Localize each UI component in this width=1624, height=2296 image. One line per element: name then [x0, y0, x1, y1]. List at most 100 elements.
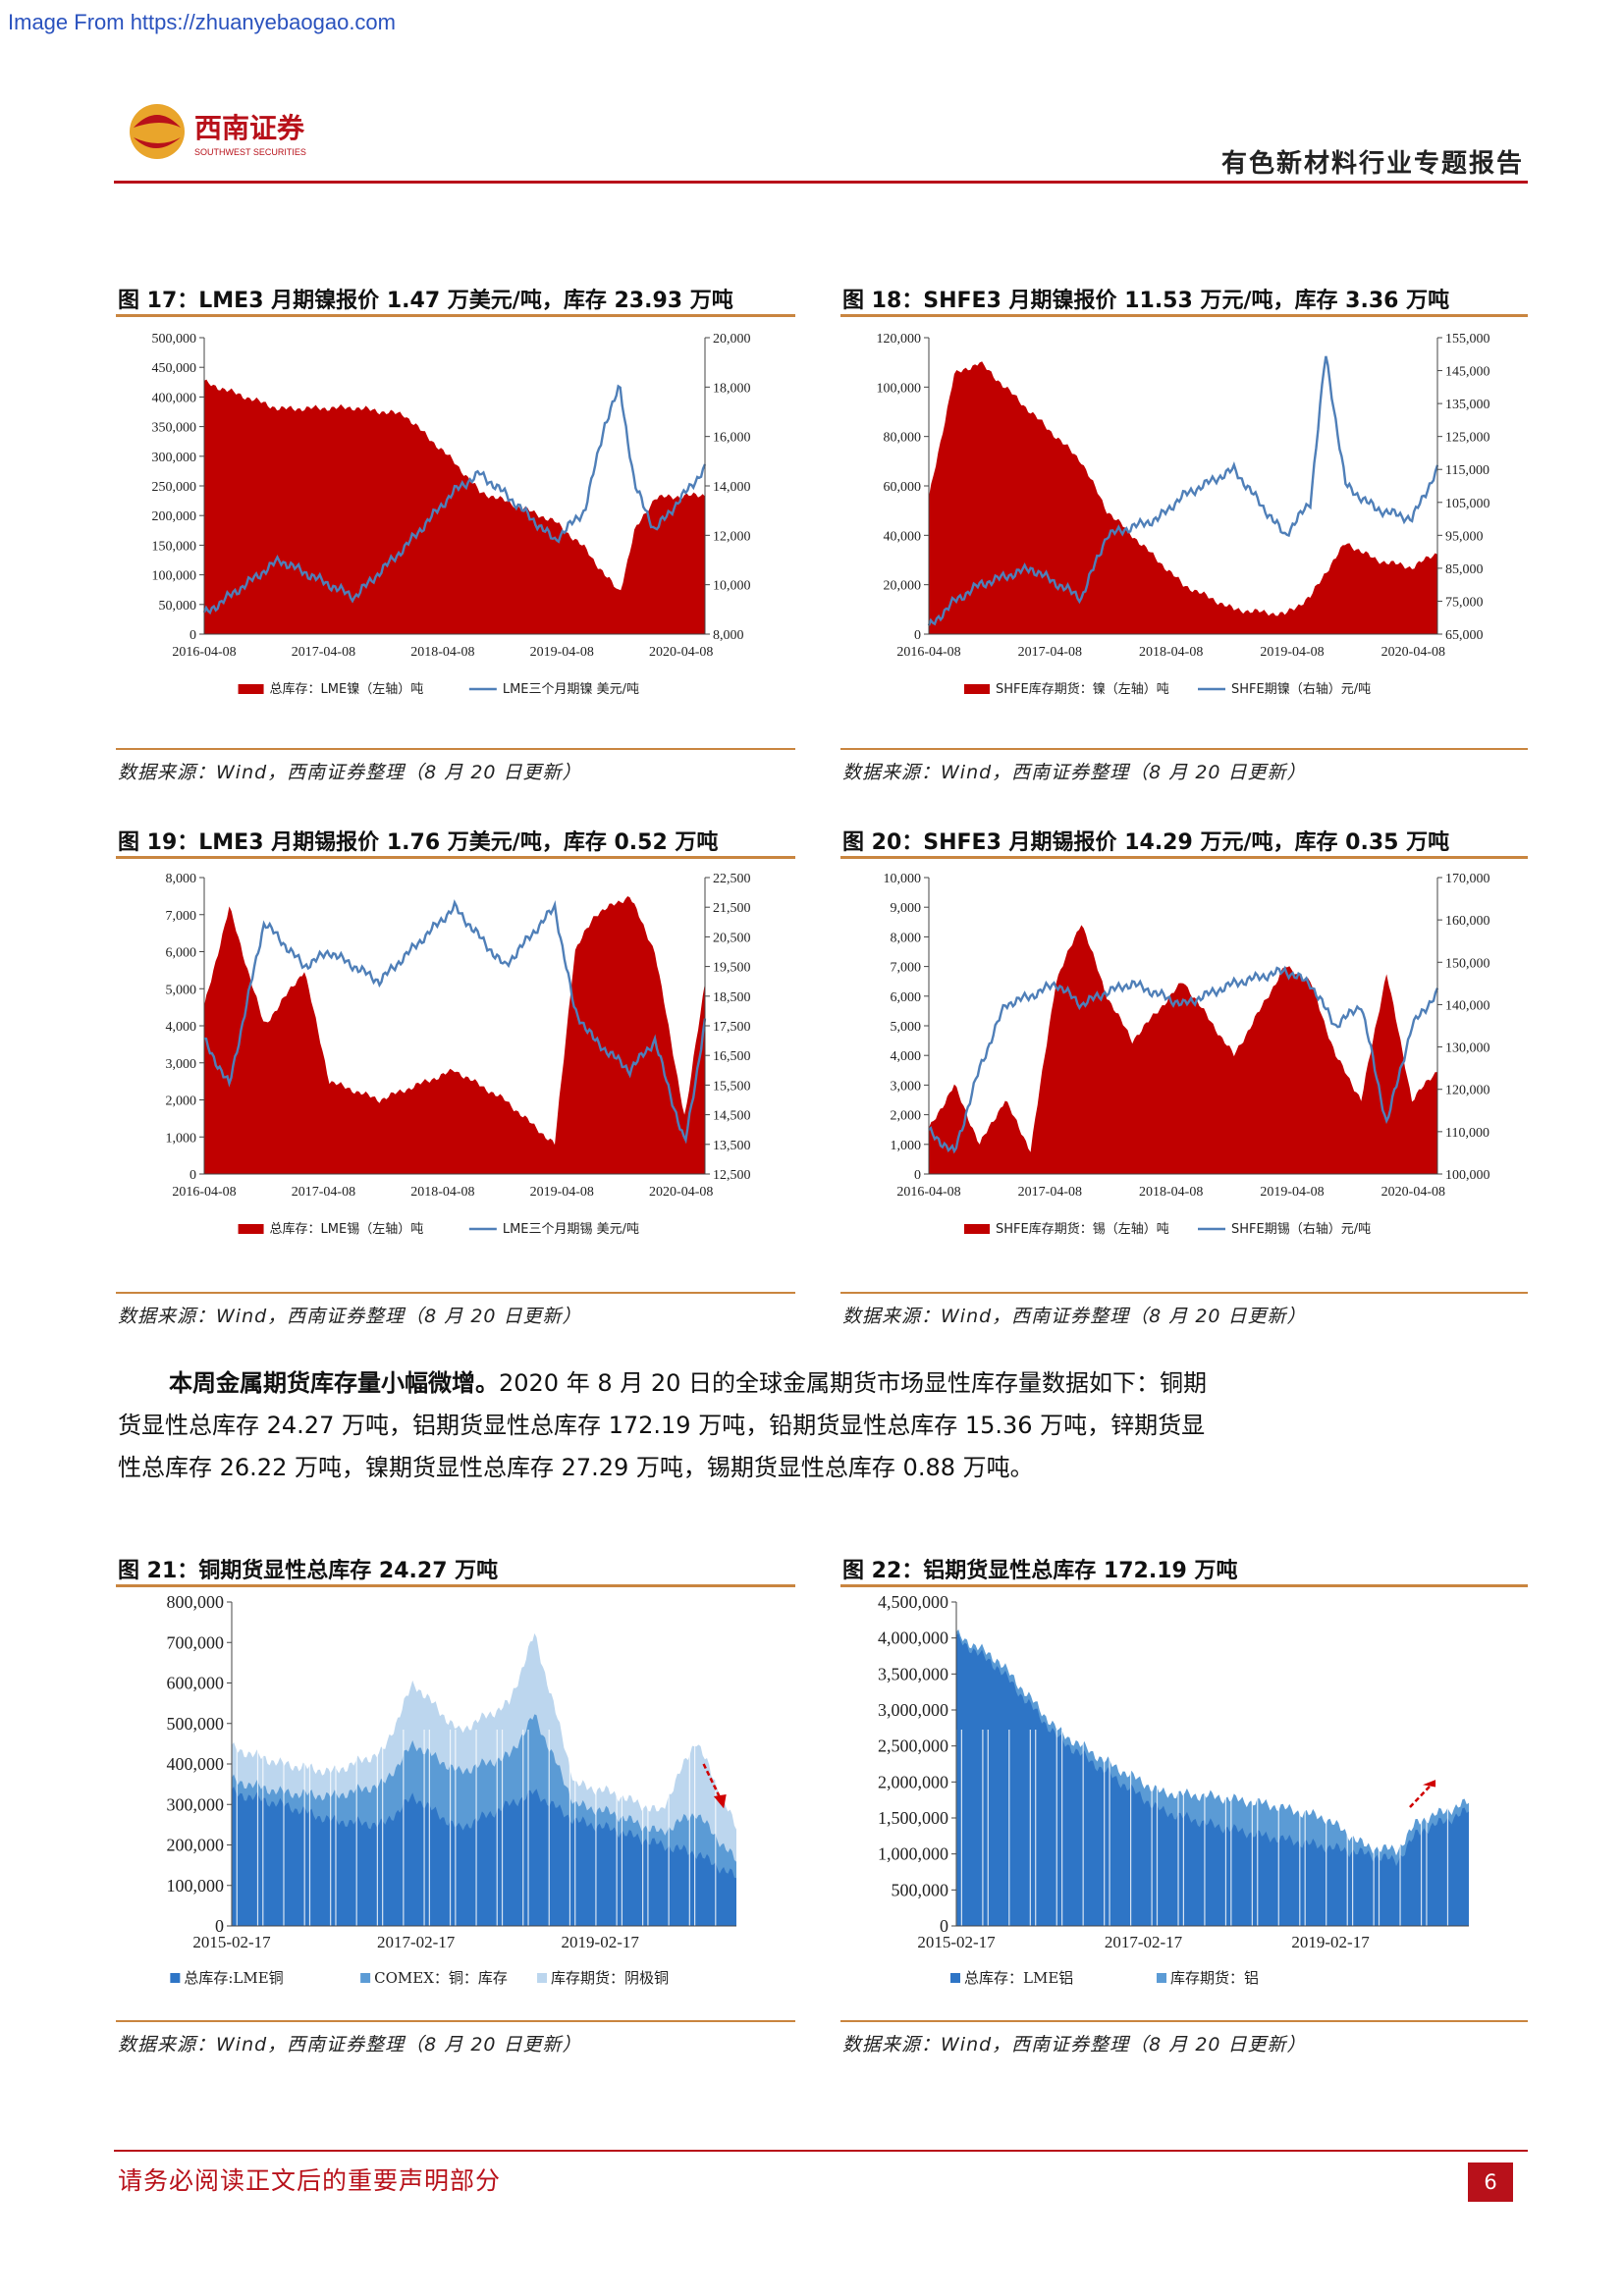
- legend-area-swatch: [964, 684, 990, 694]
- report-title: 有色新材料行业专题报告: [1220, 149, 1524, 179]
- figure-19-chart: 0 1,000 2,000 3,000 4,000 5,000 6,000 7,000 8,00…: [116, 862, 795, 1284]
- legend-swatch: [537, 1973, 548, 1983]
- right-tick-label: 85,000: [1445, 562, 1484, 577]
- legend-area-swatch: [238, 1224, 264, 1234]
- y-tick-label: 500,000: [167, 1714, 225, 1734]
- legend-label: 库存期货：阴极铜: [551, 1969, 669, 1987]
- footer-notice: 请务必阅读正文后的重要声明部分: [118, 2166, 502, 2195]
- right-tick-label: 18,500: [713, 990, 751, 1005]
- left-tick-label: 1,000: [891, 1139, 922, 1153]
- price-line: [203, 899, 707, 1145]
- y-tick-label: 200,000: [167, 1836, 225, 1855]
- footer-rule: [114, 2150, 1528, 2152]
- right-tick-label: 65,000: [1445, 628, 1484, 643]
- figure-22-bottom-rule: [840, 2020, 1528, 2022]
- legend-label: 库存期货：铝: [1170, 1969, 1259, 1987]
- right-tick-label: 20,000: [713, 332, 751, 347]
- series-area-1: [232, 1786, 736, 1926]
- legend-label: COMEX：铜：库存: [374, 1969, 508, 1987]
- x-tick-label: 2016-04-08: [896, 1185, 960, 1200]
- left-tick-label: 3,000: [891, 1079, 922, 1094]
- x-tick-label: 2019-04-08: [1260, 645, 1324, 660]
- right-tick-label: 130,000: [1445, 1041, 1490, 1056]
- left-tick-label: 80,000: [884, 431, 922, 446]
- figure-19-title: 图 19：LME3 月期锡报价 1.76 万美元/吨，库存 0.52 万吨: [118, 830, 719, 855]
- x-tick-label: 2017-04-08: [1018, 645, 1082, 660]
- left-tick-label: 3,000: [166, 1057, 197, 1072]
- figure-18-chart: 0 20,000 40,000 60,000 80,000 100,000 120,000 6…: [840, 322, 1528, 744]
- right-tick-label: 14,000: [713, 480, 751, 495]
- y-tick-label: 800,000: [167, 1592, 225, 1612]
- stock-area: [204, 379, 705, 634]
- left-tick-label: 200,000: [152, 509, 197, 524]
- legend-area-label: SHFE库存期货：锡（左轴）吨: [996, 1221, 1169, 1237]
- left-tick-label: 7,000: [166, 909, 197, 924]
- y-tick-label: 0: [215, 1916, 224, 1936]
- left-tick-label: 0: [914, 628, 921, 643]
- summary-body: 2020 年 8 月 20 日的全球金属期货市场显性库存量数据如下：铜期货显性总…: [118, 1369, 1208, 1481]
- x-tick-label: 2020-04-08: [1381, 645, 1445, 660]
- left-tick-label: 7,000: [891, 961, 922, 976]
- x-tick-label: 2020-04-08: [1381, 1185, 1445, 1200]
- figure-22-source: 数据来源：Wind，西南证券整理（8 月 20 日更新）: [842, 2034, 1307, 2056]
- y-tick-label: 1,000,000: [878, 1844, 948, 1864]
- summary-lead: 本周金属期货库存量小幅微增。: [169, 1369, 499, 1397]
- figure-21-source: 数据来源：Wind，西南证券整理（8 月 20 日更新）: [118, 2034, 582, 2056]
- x-tick-label: 2019-02-17: [562, 1933, 640, 1951]
- x-tick-label: 2019-04-08: [1260, 1185, 1324, 1200]
- trend-arrow: [1409, 1785, 1432, 1808]
- left-tick-label: 450,000: [152, 361, 197, 376]
- right-tick-label: 15,500: [713, 1079, 751, 1094]
- y-tick-label: 300,000: [167, 1794, 225, 1814]
- right-tick-label: 18,000: [713, 381, 751, 396]
- left-tick-label: 10,000: [884, 872, 922, 886]
- figure-17-source: 数据来源：Wind，西南证券整理（8 月 20 日更新）: [118, 762, 582, 783]
- y-tick-label: 3,500,000: [878, 1664, 948, 1683]
- y-tick-label: 4,500,000: [878, 1592, 948, 1612]
- left-tick-label: 4,000: [166, 1020, 197, 1035]
- price-line: [927, 355, 1439, 626]
- figure-20-source: 数据来源：Wind，西南证券整理（8 月 20 日更新）: [842, 1306, 1307, 1327]
- figure-18-source: 数据来源：Wind，西南证券整理（8 月 20 日更新）: [842, 762, 1307, 783]
- right-tick-label: 14,500: [713, 1109, 751, 1124]
- left-tick-label: 0: [189, 1168, 196, 1183]
- right-tick-label: 95,000: [1445, 529, 1484, 544]
- legend-area-label: 总库存：LME镍（左轴）吨: [270, 681, 424, 697]
- figure-21-title: 图 21：铜期货显性总库存 24.27 万吨: [118, 1559, 499, 1583]
- right-tick-label: 12,000: [713, 529, 751, 544]
- right-tick-label: 8,000: [713, 628, 744, 643]
- left-tick-label: 8,000: [166, 872, 197, 886]
- right-tick-label: 115,000: [1445, 463, 1489, 478]
- right-tick-label: 145,000: [1445, 365, 1490, 380]
- series-area-1: [956, 1632, 1469, 1926]
- legend-area-swatch: [238, 684, 264, 694]
- x-tick-label: 2017-02-17: [377, 1933, 456, 1951]
- figure-19-rule: [116, 856, 795, 859]
- right-tick-label: 120,000: [1445, 1084, 1490, 1098]
- x-tick-label: 2017-04-08: [1018, 1185, 1082, 1200]
- legend-area-swatch: [964, 1224, 990, 1234]
- left-tick-label: 100,000: [152, 569, 197, 584]
- left-tick-label: 60,000: [884, 480, 922, 495]
- left-tick-label: 5,000: [891, 1020, 922, 1035]
- figure-20-title: 图 20：SHFE3 月期锡报价 14.29 万元/吨，库存 0.35 万吨: [842, 830, 1450, 855]
- x-tick-label: 2017-02-17: [1105, 1933, 1183, 1951]
- x-tick-label: 2020-04-08: [649, 645, 713, 660]
- x-tick-label: 2016-04-08: [896, 645, 960, 660]
- legend-swatch: [170, 1973, 181, 1983]
- x-tick-label: 2018-04-08: [410, 1185, 474, 1200]
- x-tick-label: 2015-02-17: [192, 1933, 271, 1951]
- left-tick-label: 350,000: [152, 421, 197, 436]
- figure-17-chart: 0 50,000 100,000 150,000 200,000 250,000 300,0…: [116, 322, 795, 744]
- figure-17-title: 图 17：LME3 月期镍报价 1.47 万美元/吨，库存 23.93 万吨: [118, 289, 733, 313]
- stock-area: [204, 896, 705, 1174]
- left-tick-label: 8,000: [891, 931, 922, 945]
- legend-area-label: 总库存：LME锡（左轴）吨: [270, 1221, 424, 1237]
- legend-line-label: SHFE期镍（右轴）元/吨: [1231, 682, 1371, 697]
- x-tick-label: 2019-04-08: [530, 645, 594, 660]
- x-tick-label: 2017-04-08: [292, 1185, 355, 1200]
- figure-18-rule: [840, 314, 1528, 317]
- left-tick-label: 2,000: [891, 1109, 922, 1124]
- y-tick-label: 600,000: [167, 1674, 225, 1693]
- trend-arrowhead: [713, 1793, 727, 1809]
